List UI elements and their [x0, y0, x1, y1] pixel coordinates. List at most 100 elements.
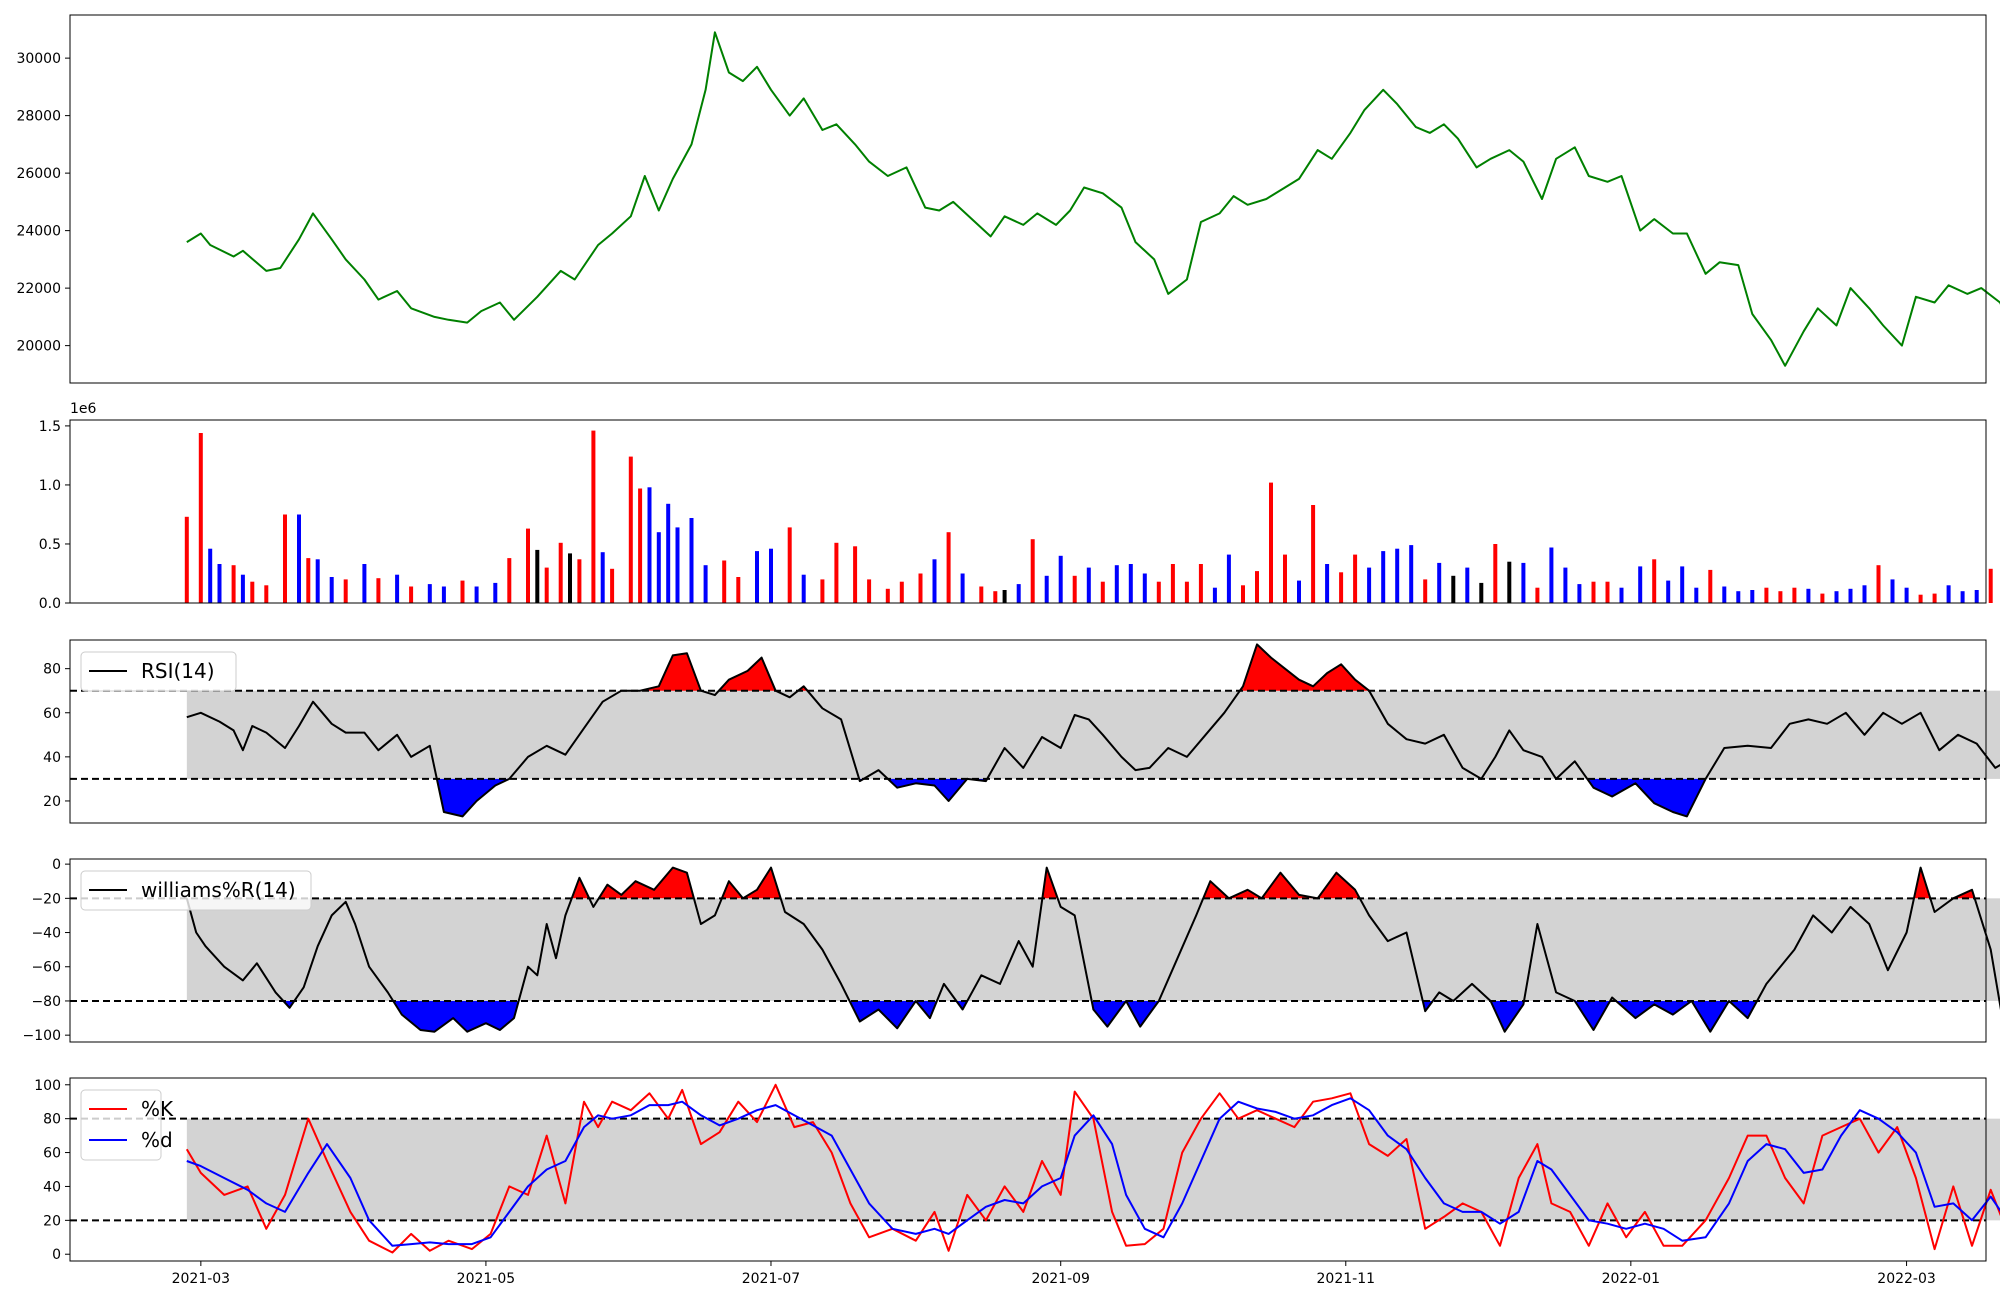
- volume-bar: [1465, 567, 1470, 603]
- volume-bar: [1016, 584, 1021, 603]
- volume-bar: [1030, 539, 1035, 603]
- volume-bar: [755, 551, 759, 603]
- volume-bar: [240, 574, 245, 603]
- volume-bar: [1736, 591, 1741, 603]
- rsi-ytick-label: 40: [43, 750, 61, 766]
- volume-bar: [1114, 565, 1119, 603]
- volume-bar: [1058, 555, 1063, 603]
- volume-bar: [610, 568, 615, 603]
- volume-bar: [198, 433, 203, 603]
- volume-bar: [460, 580, 465, 603]
- volume-bar: [1778, 591, 1783, 603]
- stochastic-ytick-label: 100: [34, 1078, 61, 1094]
- volume-bar: [1792, 587, 1797, 603]
- volume-bar: [208, 548, 213, 603]
- volume-bar: [1353, 554, 1358, 603]
- volume-bar: [1750, 590, 1755, 603]
- volume-bar: [184, 516, 189, 603]
- volume-bar: [1521, 562, 1526, 603]
- volume-bar: [722, 560, 727, 603]
- price-ytick-label: 26000: [16, 166, 61, 182]
- volume-bar: [1395, 548, 1400, 603]
- rsi-ytick-label: 60: [43, 706, 61, 722]
- volume-bar: [1820, 593, 1825, 603]
- williams-overbought-fill: [598, 867, 694, 899]
- volume-bar: [1423, 579, 1428, 603]
- volume-bar: [666, 503, 671, 603]
- williams-oversold-fill: [1091, 1001, 1127, 1027]
- volume-offset-label: 1e6: [70, 401, 97, 417]
- rsi-ytick-label: 80: [43, 662, 61, 678]
- volume-bar: [1142, 573, 1147, 603]
- stochastic-d-line: [186, 1097, 2000, 1247]
- price-axes-frame: [69, 14, 1987, 384]
- volume-bar: [867, 579, 872, 603]
- williams-overbought-fill: [1317, 872, 1360, 899]
- volume-bar: [1212, 587, 1217, 603]
- williams-oversold-fill: [1126, 1001, 1159, 1027]
- stochastic-legend-label: %K: [141, 1097, 174, 1121]
- stochastic-panel: 0 20 40 60 80 100 %K %d 2021-03 2021-05 2021-07 202…: [34, 1077, 2000, 1287]
- volume-bar: [1339, 572, 1344, 603]
- volume-bar: [918, 573, 923, 603]
- rsi-legend-label: RSI(14): [141, 659, 215, 683]
- volume-bar: [1605, 581, 1610, 603]
- volume-ytick-label: 0.5: [39, 537, 61, 553]
- williams-ytick-label: −80: [31, 994, 61, 1010]
- volume-bar: [1680, 566, 1685, 603]
- williams-ytick-label: −40: [31, 926, 61, 942]
- x-tick-label: 2021-09: [1031, 1271, 1090, 1287]
- price-ytick-label: 22000: [16, 281, 61, 297]
- stochastic-ytick-label: 80: [43, 1112, 61, 1128]
- volume-bar: [493, 582, 498, 603]
- volume-bar: [231, 565, 236, 603]
- volume-bar: [1100, 581, 1105, 603]
- volume-bar: [441, 586, 446, 603]
- volume-bar: [1283, 554, 1287, 603]
- volume-bar: [1652, 559, 1657, 603]
- volume-bar: [638, 488, 643, 603]
- volume-bar: [1198, 564, 1203, 603]
- x-tick-label: 2021-11: [1317, 1271, 1376, 1287]
- rsi-ytick-label: 20: [43, 794, 61, 810]
- williams-ytick-label: 0: [52, 857, 61, 873]
- volume-ytick-label: 1.0: [39, 478, 61, 494]
- volume-bar: [1128, 564, 1133, 603]
- williams-oversold-fill: [1691, 1001, 1729, 1032]
- volume-bar: [1974, 590, 1979, 603]
- volume-bar: [306, 558, 311, 603]
- volume-bar: [507, 558, 512, 603]
- rsi-overbought-fill: [718, 657, 776, 691]
- volume-bar: [1002, 590, 1007, 603]
- stochastic-ytick-label: 0: [52, 1247, 61, 1263]
- volume-bar: [1507, 561, 1512, 603]
- volume-bar: [283, 514, 287, 603]
- price-ytick-label: 28000: [16, 109, 61, 125]
- rsi-panel: 20 40 60 80 RSI(14): [43, 639, 2000, 824]
- williams-neutral-band: [186, 898, 2000, 1001]
- williams-line: [185, 866, 2000, 1033]
- price-ytick-label: 24000: [16, 224, 61, 240]
- volume-bar: [1806, 588, 1811, 603]
- volume-bar: [1269, 482, 1273, 603]
- volume-bar: [1890, 579, 1895, 603]
- volume-bar: [993, 591, 998, 603]
- volume-bar: [1451, 575, 1456, 603]
- williams-overbought-fill: [1203, 881, 1229, 899]
- volume-bar: [362, 564, 367, 603]
- volume-bar: [395, 574, 400, 603]
- rsi-legend-box: [80, 651, 237, 692]
- rsi-oversold-fill: [887, 778, 968, 801]
- williams-r-panel: 0 −20 −40 −60 −80 −100 williams%R(14): [23, 857, 2000, 1044]
- volume-bar: [1086, 567, 1091, 603]
- x-tick-label: 2022-01: [1602, 1271, 1661, 1287]
- williams-overbought-fill: [1913, 867, 1931, 899]
- volume-bar: [427, 584, 432, 603]
- volume-bar: [1834, 591, 1839, 603]
- volume-bar: [1722, 586, 1727, 603]
- volume-bar: [853, 546, 858, 603]
- price-ytick-label: 20000: [16, 339, 61, 355]
- volume-bar: [1479, 582, 1484, 603]
- rsi-line: [186, 643, 2000, 818]
- volume-bar: [1638, 566, 1643, 603]
